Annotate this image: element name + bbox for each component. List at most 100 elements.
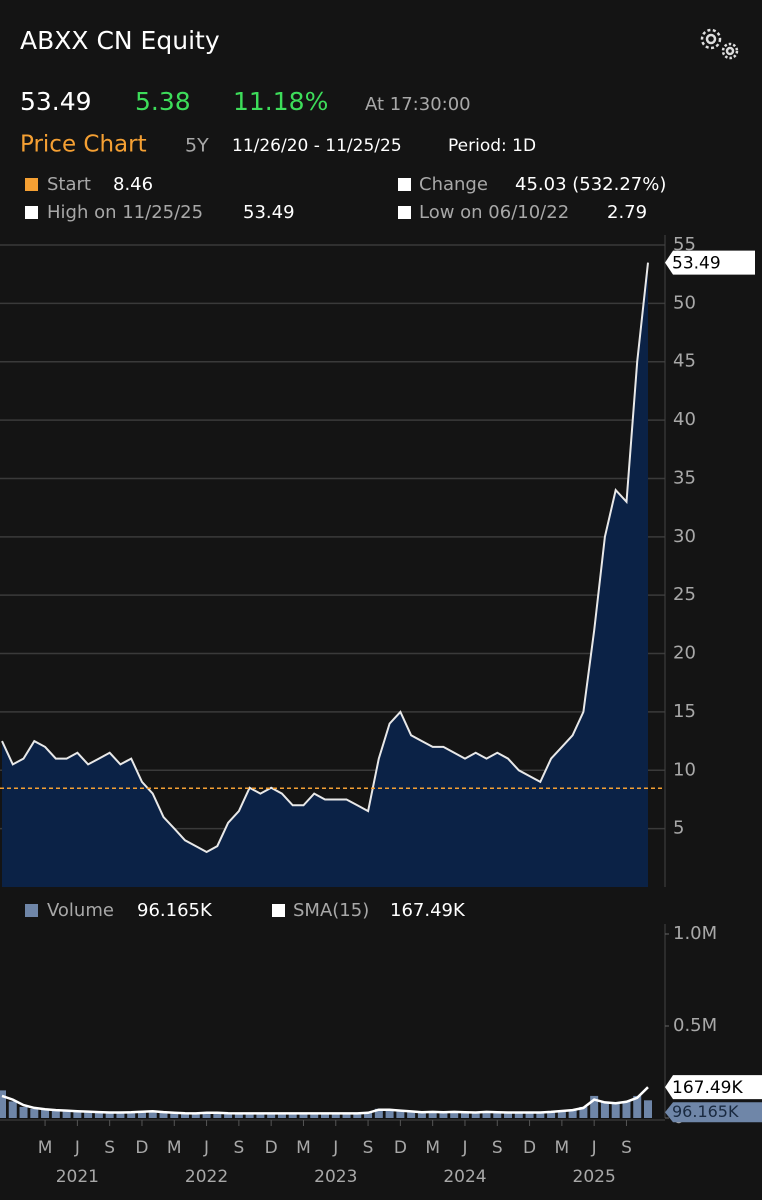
volume-bar — [611, 1103, 620, 1118]
legend-label: SMA(15) — [293, 900, 369, 921]
volume-bar — [234, 1113, 243, 1118]
stat-label: High on 11/25/25 — [47, 202, 203, 223]
volume-bar — [116, 1112, 125, 1118]
volume-bar — [288, 1113, 297, 1118]
last-flag — [665, 1075, 762, 1100]
volume-bar — [224, 1113, 233, 1118]
settings-icon[interactable] — [700, 28, 739, 60]
legend-swatch — [398, 178, 411, 191]
sma-line — [1, 1086, 649, 1115]
volume-bar — [450, 1111, 459, 1118]
volume-bar — [277, 1113, 286, 1118]
stat-value: 53.49 — [243, 202, 295, 223]
y-tick-label: 20 — [673, 643, 696, 664]
dates: 11/26/20 - 11/25/25 — [232, 136, 402, 156]
legend-swatch — [398, 206, 411, 219]
volume-bar — [51, 1110, 60, 1118]
stat-label: Low on 06/10/22 — [419, 202, 569, 223]
volume-bar — [267, 1113, 276, 1118]
x-tick-label: M — [38, 1138, 53, 1158]
year-label: 2022 — [185, 1167, 228, 1187]
price-line — [1, 262, 649, 854]
x-tick-label: D — [523, 1138, 536, 1158]
volume-bar — [590, 1095, 599, 1118]
volume-bar — [557, 1110, 566, 1118]
y-tick-label: 50 — [673, 292, 696, 313]
y-tick-label: 40 — [673, 409, 696, 430]
volume-bar — [600, 1101, 609, 1118]
volume-bar — [493, 1112, 502, 1118]
volume-bar — [417, 1112, 426, 1118]
last-value-label: 167.49K — [672, 1078, 743, 1098]
volume-bar — [439, 1112, 448, 1118]
last-value-label: 53.49 — [672, 254, 721, 274]
stat-label: Start — [47, 174, 91, 195]
volume-bar — [159, 1112, 168, 1118]
volume-bar — [525, 1112, 534, 1118]
y-tick-label: 15 — [673, 701, 696, 722]
volume-bar — [331, 1113, 340, 1118]
volume-bar — [396, 1110, 405, 1118]
stat-value: 8.46 — [113, 174, 153, 195]
volume-bar — [644, 1100, 652, 1118]
volume-bar — [633, 1095, 642, 1118]
volume-bar — [127, 1112, 136, 1118]
last-flag — [665, 1102, 762, 1123]
x-tick-label: M — [425, 1138, 440, 1158]
volume-bar — [460, 1112, 469, 1118]
volume-bar — [19, 1106, 28, 1118]
volume-bar — [353, 1113, 362, 1118]
x-tick-label: J — [332, 1138, 338, 1158]
title: ABXX CN Equity — [20, 26, 220, 55]
legend-label: Volume — [47, 900, 114, 921]
volume-bar — [364, 1112, 373, 1118]
volume-bar — [137, 1111, 146, 1118]
year-label: 2024 — [443, 1167, 486, 1187]
y-tick-label: 35 — [673, 467, 696, 488]
y-tick-label: 45 — [673, 351, 696, 372]
legend-swatch — [272, 904, 285, 917]
x-tick-label: S — [621, 1138, 632, 1158]
stat-value: 45.03 (532.27%) — [515, 174, 666, 195]
volume-bar — [8, 1101, 17, 1118]
period[interactable]: Period: 1D — [448, 136, 536, 156]
last-value-label: 96.165K — [672, 1102, 739, 1121]
x-tick-label: J — [461, 1138, 467, 1158]
volume-bar — [471, 1112, 480, 1118]
volume-bar — [514, 1112, 523, 1118]
y-tick-label: 25 — [673, 584, 696, 605]
volume-bar — [94, 1112, 103, 1118]
chart-label[interactable]: Price Chart — [20, 132, 147, 158]
volume-bar — [342, 1113, 351, 1118]
x-tick-label: D — [394, 1138, 407, 1158]
last-flag — [665, 250, 755, 275]
change: 5.38 — [135, 87, 191, 116]
x-tick-label: J — [591, 1138, 597, 1158]
x-tick-label: S — [492, 1138, 503, 1158]
y-tick-label: 55 — [673, 234, 696, 255]
change-pct: 11.18% — [233, 87, 328, 116]
range[interactable]: 5Y — [185, 135, 209, 157]
volume-bar — [428, 1111, 437, 1118]
volume-bar — [191, 1113, 200, 1118]
stat-label: Change — [419, 174, 488, 195]
volume-bar — [579, 1106, 588, 1118]
year-label: 2021 — [56, 1167, 99, 1187]
time: At 17:30:00 — [365, 94, 471, 115]
volume-bar — [105, 1112, 114, 1118]
last-price: 53.49 — [20, 87, 92, 116]
volume-bar — [202, 1112, 211, 1118]
x-tick-label: J — [203, 1138, 209, 1158]
x-tick-label: M — [296, 1138, 311, 1158]
volume-bar — [536, 1112, 545, 1118]
volume-bar — [321, 1113, 329, 1118]
volume-bar — [374, 1108, 383, 1118]
legend-value: 96.165K — [137, 900, 213, 921]
legend-swatch — [25, 904, 38, 917]
volume-bar — [504, 1112, 513, 1118]
x-tick-label: S — [104, 1138, 115, 1158]
x-tick-label: S — [363, 1138, 374, 1158]
volume-bar — [41, 1109, 50, 1118]
x-tick-label: D — [135, 1138, 148, 1158]
volume-bar — [310, 1113, 319, 1118]
